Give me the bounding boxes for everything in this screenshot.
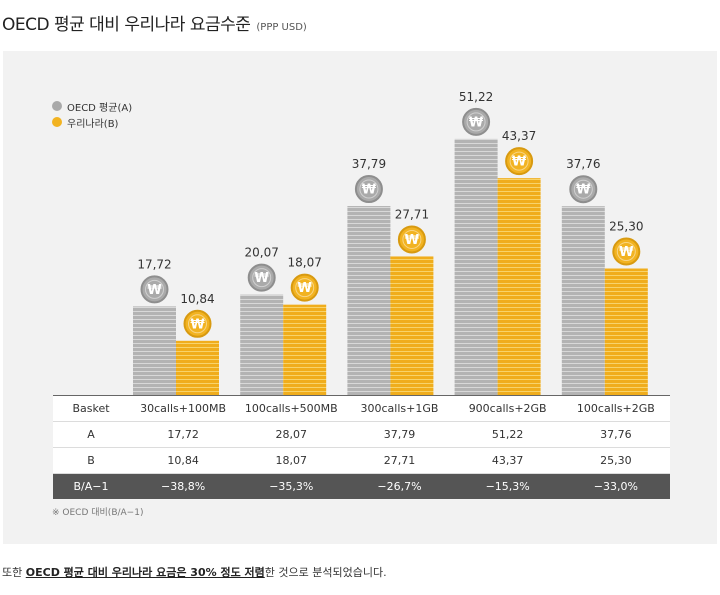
table-row-label: B bbox=[53, 447, 129, 474]
page-title: OECD 평균 대비 우리나라 요금수준 (PPP USD) bbox=[2, 10, 307, 35]
table-header-cell: 30calls+100MB bbox=[129, 396, 238, 422]
data-label-korea: 43,37 bbox=[502, 129, 536, 143]
bar-oecd bbox=[561, 206, 605, 395]
won-coin-ring bbox=[252, 268, 272, 288]
title-text: OECD 평균 대비 우리나라 요금수준 bbox=[2, 15, 251, 35]
bar-oecd bbox=[240, 294, 284, 395]
data-label-oecd: 37,76 bbox=[566, 157, 600, 171]
won-coin-icon bbox=[462, 107, 491, 136]
data-table: Basket 30calls+100MB 100calls+500MB 300c… bbox=[53, 396, 670, 499]
bar-korea bbox=[176, 340, 219, 395]
won-coin-icon bbox=[183, 309, 212, 338]
bar-korea bbox=[497, 178, 541, 395]
data-label-oecd: 20,07 bbox=[245, 246, 279, 260]
table-cell: 28,07 bbox=[237, 421, 346, 448]
table-header-cell: 100calls+2GB bbox=[561, 396, 670, 422]
won-symbol: ₩ bbox=[619, 245, 634, 260]
legend-item-oecd: OECD 평균(A) bbox=[52, 98, 132, 114]
won-coin-icon bbox=[569, 175, 598, 204]
won-coin-ring bbox=[145, 279, 164, 299]
legend-swatch-oecd bbox=[52, 101, 62, 111]
won-symbol: ₩ bbox=[512, 155, 527, 170]
bar-oecd bbox=[454, 138, 498, 395]
table-cell: 27,71 bbox=[345, 447, 454, 474]
won-coin-ring bbox=[509, 151, 529, 171]
table-row-diff: B/A−1 −38,8% −35,3% −26,7% −15,3% −33,0% bbox=[53, 473, 670, 499]
table-row-label: A bbox=[53, 421, 129, 448]
bar-oecd bbox=[347, 206, 391, 395]
data-label-korea: 25,30 bbox=[609, 220, 643, 234]
bar-korea bbox=[390, 256, 434, 395]
won-coin-icon bbox=[612, 237, 641, 266]
data-label-oecd: 37,79 bbox=[352, 157, 386, 171]
won-coin-icon bbox=[354, 175, 383, 204]
table-header-row: Basket 30calls+100MB 100calls+500MB 300c… bbox=[53, 396, 670, 422]
won-coin-icon bbox=[397, 225, 426, 254]
table-cell: 18,07 bbox=[237, 447, 346, 474]
data-label-korea: 27,71 bbox=[395, 207, 429, 221]
won-coin-ring bbox=[616, 242, 636, 261]
chart-legend: OECD 평균(A) 우리나라(B) bbox=[52, 98, 132, 130]
table-cell: 51,22 bbox=[453, 421, 562, 448]
footer-suffix: 한 것으로 분석되었습니다. bbox=[264, 566, 387, 579]
won-symbol: ₩ bbox=[576, 183, 591, 198]
footer-highlight: OECD 평균 대비 우리나라 요금은 30% 정도 저렴 bbox=[25, 566, 265, 579]
won-coin-ring bbox=[359, 179, 379, 199]
won-coin-ring bbox=[402, 229, 422, 249]
bar-oecd bbox=[133, 306, 176, 395]
won-coin-icon bbox=[505, 147, 534, 176]
won-coin-icon bbox=[140, 275, 169, 304]
table-cell: −15,3% bbox=[453, 473, 562, 499]
table-header-cell: 300calls+1GB bbox=[345, 396, 454, 422]
title-unit: (PPP USD) bbox=[256, 22, 307, 33]
table-row-label: B/A−1 bbox=[53, 473, 129, 499]
won-coin-ring bbox=[573, 179, 593, 199]
table-cell: 10,84 bbox=[129, 447, 238, 474]
table-cell: 17,72 bbox=[129, 421, 238, 448]
won-symbol: ₩ bbox=[190, 317, 205, 332]
table-header-cell: 900calls+2GB bbox=[453, 396, 562, 422]
table-cell: −38,8% bbox=[129, 473, 238, 499]
won-symbol: ₩ bbox=[469, 115, 484, 130]
table-cell: 25,30 bbox=[561, 447, 670, 474]
won-symbol: ₩ bbox=[147, 283, 162, 298]
won-coin-icon bbox=[247, 263, 276, 292]
table-row-a: A 17,72 28,07 37,79 51,22 37,76 bbox=[53, 421, 670, 448]
table-cell: −26,7% bbox=[345, 473, 454, 499]
won-symbol: ₩ bbox=[255, 271, 270, 286]
table-header-label: Basket bbox=[53, 396, 129, 422]
bar-korea bbox=[283, 304, 327, 395]
table-row-b: B 10,84 18,07 27,71 43,37 25,30 bbox=[53, 447, 670, 474]
data-label-korea: 10,84 bbox=[180, 292, 214, 306]
legend-swatch-korea bbox=[52, 117, 62, 127]
won-symbol: ₩ bbox=[362, 183, 377, 198]
data-label-oecd: 51,22 bbox=[459, 90, 493, 104]
table-cell: −35,3% bbox=[237, 473, 346, 499]
footer-prefix: 또한 bbox=[2, 566, 26, 579]
table-cell: −33,0% bbox=[561, 473, 670, 499]
won-coin-icon bbox=[290, 273, 319, 302]
won-symbol: ₩ bbox=[405, 233, 420, 248]
won-symbol: ₩ bbox=[298, 281, 313, 296]
table-note: ※ OECD 대비(B/A−1) bbox=[52, 508, 144, 518]
data-label-oecd: 17,72 bbox=[137, 257, 171, 271]
legend-label-korea: 우리나라(B) bbox=[67, 118, 119, 130]
won-coin-ring bbox=[295, 278, 315, 298]
won-coin-ring bbox=[188, 314, 207, 334]
legend-item-korea: 우리나라(B) bbox=[52, 114, 132, 130]
footer-text: 또한 OECD 평균 대비 우리나라 요금은 30% 정도 저렴한 것으로 분석… bbox=[2, 564, 387, 580]
table-cell: 37,79 bbox=[345, 421, 454, 448]
table-cell: 37,76 bbox=[561, 421, 670, 448]
bar-korea bbox=[604, 268, 648, 395]
legend-label-oecd: OECD 평균(A) bbox=[67, 102, 133, 114]
won-coin-ring bbox=[466, 112, 486, 132]
data-label-korea: 18,07 bbox=[288, 256, 322, 270]
table-header-cell: 100calls+500MB bbox=[237, 396, 346, 422]
table-cell: 43,37 bbox=[453, 447, 562, 474]
